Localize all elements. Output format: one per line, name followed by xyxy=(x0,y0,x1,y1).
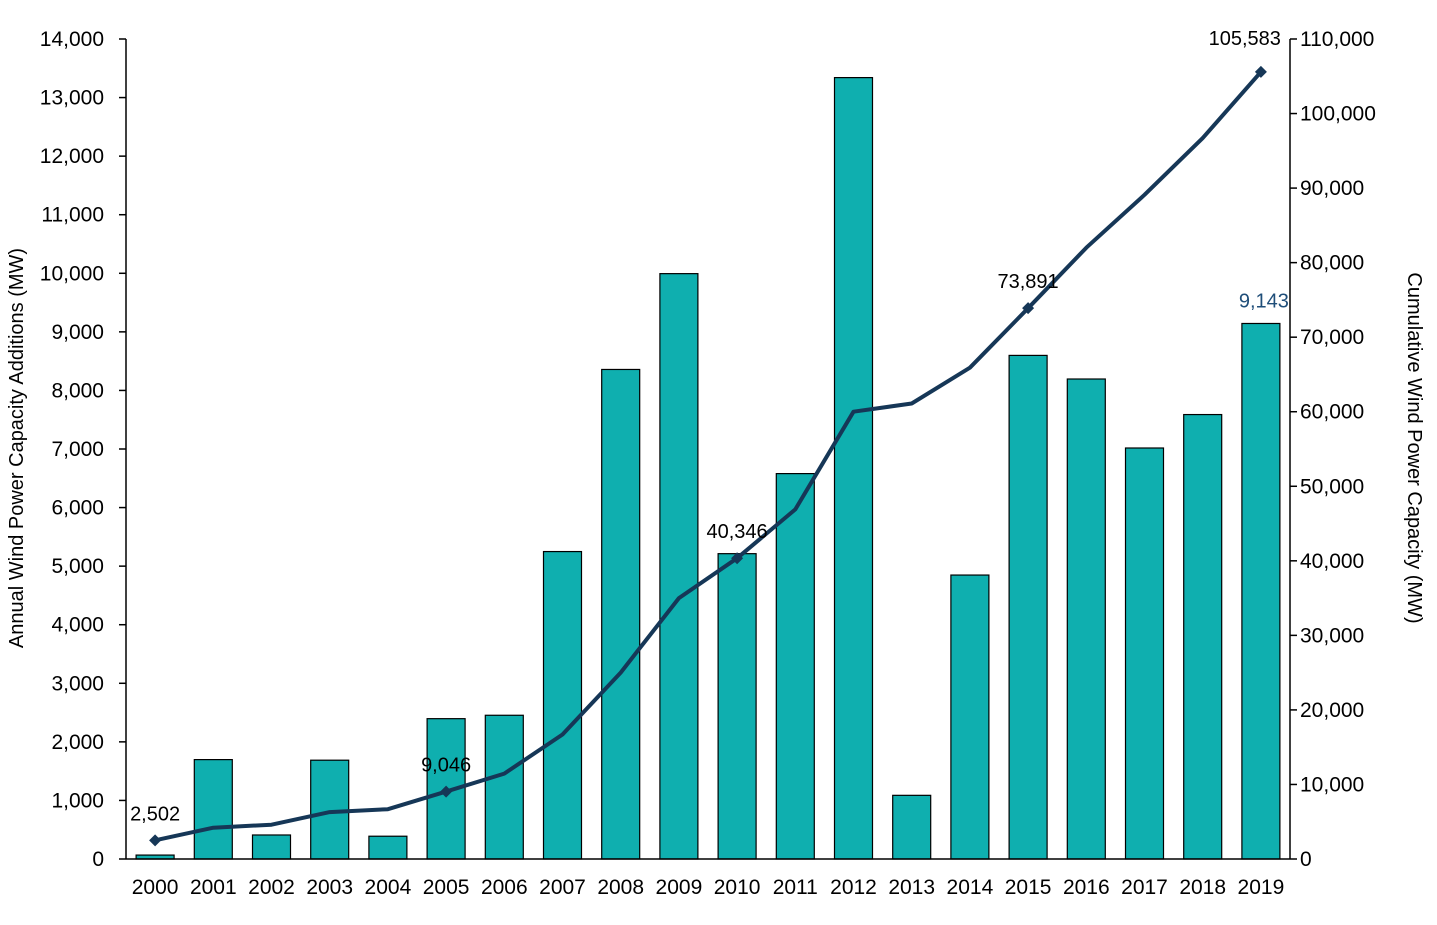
left-tick-label: 9,000 xyxy=(51,321,104,344)
x-tick-label: 2008 xyxy=(597,876,644,899)
right-tick-label: 20,000 xyxy=(1300,699,1364,722)
x-tick-label: 2003 xyxy=(306,876,353,899)
bar-2018 xyxy=(1183,413,1223,860)
bar-2013 xyxy=(892,794,932,860)
left-tick-label: 12,000 xyxy=(40,145,104,168)
bar-2006 xyxy=(484,714,524,860)
left-tick-label: 5,000 xyxy=(51,555,104,578)
line-marker-2015 xyxy=(1022,302,1035,315)
bar-2012 xyxy=(833,76,874,860)
x-tick-label: 2011 xyxy=(773,876,818,899)
right-tick-label: 110,000 xyxy=(1300,28,1374,51)
bar-2015 xyxy=(1008,354,1048,860)
annotation-2019: 105,583 xyxy=(1209,28,1281,50)
x-tick-label: 2005 xyxy=(423,876,470,899)
x-tick-label: 2004 xyxy=(365,876,412,899)
x-tick-label: 2000 xyxy=(132,876,179,899)
line-marker-2010 xyxy=(731,552,744,565)
left-tick-label: 6,000 xyxy=(51,497,104,520)
x-tick-label: 2014 xyxy=(947,876,994,899)
bar-2007 xyxy=(542,550,583,860)
right-tick-label: 90,000 xyxy=(1300,177,1364,200)
line-marker-2000 xyxy=(149,834,162,847)
x-tick-label: 2016 xyxy=(1063,876,1110,899)
right-tick-label: 70,000 xyxy=(1300,326,1364,349)
right-tick-label: 50,000 xyxy=(1300,475,1364,498)
cumulative-capacity-line xyxy=(154,70,1263,843)
bar-2010 xyxy=(717,553,757,860)
left-tick-label: 7,000 xyxy=(51,438,104,461)
right-tick-label: 60,000 xyxy=(1300,401,1364,424)
x-tick-label: 2019 xyxy=(1238,876,1285,899)
left-tick-label: 11,000 xyxy=(41,204,104,227)
bar-2017 xyxy=(1124,447,1165,860)
bar-2004 xyxy=(368,835,408,860)
line-marker-2019 xyxy=(1254,65,1267,78)
bar-2014 xyxy=(950,574,990,860)
annual-additions-bars xyxy=(135,76,1281,860)
x-tick-label: 2013 xyxy=(888,876,935,899)
bar-2009 xyxy=(659,273,699,860)
left-tick-label: 3,000 xyxy=(51,672,104,695)
left-tick-label: 13,000 xyxy=(40,87,104,110)
right-tick-label: 0 xyxy=(1300,848,1312,871)
left-tick-label: 1,000 xyxy=(51,789,104,812)
left-axis-title: Annual Wind Power Capacity Additions (MW… xyxy=(6,248,28,648)
annotation-2010: 40,346 xyxy=(707,521,768,543)
line-marker-2005 xyxy=(440,785,453,798)
x-tick-label: 2015 xyxy=(1005,876,1052,899)
x-tick-label: 2001 xyxy=(190,876,237,899)
cumulative-capacity-line-layer xyxy=(149,65,1267,847)
left-tick-label: 10,000 xyxy=(40,262,104,285)
x-tick-label: 2012 xyxy=(830,876,877,899)
right-tick-label: 40,000 xyxy=(1300,550,1364,573)
annotation-2000: 2,502 xyxy=(130,803,180,825)
x-tick-label: 2006 xyxy=(481,876,528,899)
right-tick-label: 10,000 xyxy=(1300,773,1364,796)
data-annotations: 2,502 9,046 40,346 73,891 105,583 9,143 xyxy=(130,28,1289,825)
bar-2016 xyxy=(1066,378,1106,860)
annotation-2005: 9,046 xyxy=(421,755,471,777)
left-tick-label: 8,000 xyxy=(51,379,104,402)
axes: 0 1,000 2,000 3,000 4,000 5,000 6,000 7,000 8,00… xyxy=(40,28,1376,899)
x-tick-label: 2007 xyxy=(539,876,586,899)
annotation-2019: 9,143 xyxy=(1239,290,1289,312)
bar-2011 xyxy=(775,473,815,860)
annotation-2015: 73,891 xyxy=(998,271,1059,293)
x-tick-label: 2002 xyxy=(248,876,295,899)
right-tick-label: 100,000 xyxy=(1300,103,1376,126)
x-tick-label: 2017 xyxy=(1121,876,1168,899)
right-tick-label: 80,000 xyxy=(1300,252,1364,275)
x-tick-label: 2018 xyxy=(1179,876,1226,899)
x-tick-label: 2010 xyxy=(714,876,761,899)
bar-2019 xyxy=(1241,322,1281,860)
left-tick-label: 14,000 xyxy=(40,28,104,51)
left-tick-label: 2,000 xyxy=(51,731,104,754)
right-tick-label: 30,000 xyxy=(1300,624,1364,647)
bar-2008 xyxy=(601,368,641,860)
x-tick-label: 2009 xyxy=(656,876,703,899)
bar-2001 xyxy=(193,759,233,860)
left-tick-label: 4,000 xyxy=(51,614,104,637)
left-tick-label: 0 xyxy=(92,848,104,871)
bar-2002 xyxy=(251,834,292,860)
right-axis-title: Cumulative Wind Power Capacity (MW) xyxy=(1403,272,1425,623)
